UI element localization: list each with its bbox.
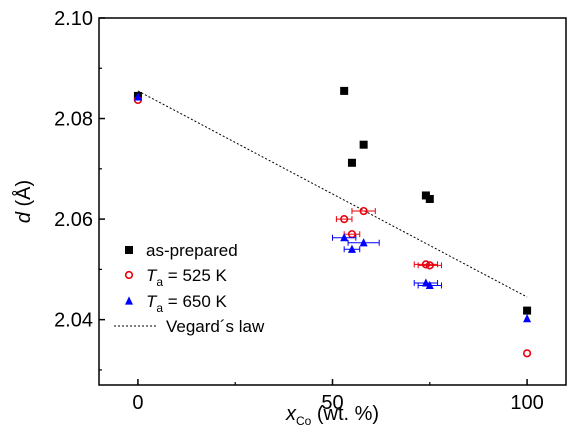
legend-marker [124,270,134,280]
legend-label: Vegard´s law [166,317,265,336]
x-axis-title: xCo (wt. %) [285,403,379,428]
data-point [421,260,431,269]
legend-marker [125,246,133,254]
x-tick-label: 100 [510,392,543,414]
data-point [523,314,532,323]
data-point [425,261,434,270]
y-tick-label: 2.10 [54,8,93,30]
series-dotted-line [137,90,528,298]
legend: as-prepared Ta = 525 K Ta = 650 K Vegard´s … [114,241,265,336]
legend-label: Ta = 525 K [146,266,228,289]
data-point [522,349,532,358]
axis-ticks: 0 50 100 2.04 2.06 2.08 2.10 [54,8,544,414]
data-point [347,244,356,253]
y-axis-title: d (Å) [12,180,35,223]
vegard-line [137,90,528,298]
data-point [523,306,532,315]
series-triangle [133,92,532,323]
data-point [133,92,142,101]
data-point [425,280,434,290]
y-tick-label: 2.06 [54,209,93,231]
legend-label: as-prepared [146,241,238,260]
legend-item: Ta = 525 K [124,266,228,289]
legend-item: Vegard´s law [114,317,265,336]
data-point [340,214,349,224]
data-point [421,278,430,287]
legend-label: Ta = 650 K [146,292,228,315]
data-series [133,86,532,358]
y-tick-label: 2.04 [54,310,93,332]
data-point [425,194,434,203]
x-tick-label: 0 [132,392,143,414]
y-tick-label: 2.08 [54,109,93,131]
legend-marker [125,296,133,305]
data-point [340,86,349,95]
data-point [347,158,356,167]
x-tick-label: 50 [321,392,343,414]
legend-item: as-prepared [125,241,238,260]
legend-item: Ta = 650 K [125,292,228,315]
data-point [359,206,368,216]
data-point [359,140,368,149]
data-point [359,238,368,247]
data-point [340,233,349,242]
